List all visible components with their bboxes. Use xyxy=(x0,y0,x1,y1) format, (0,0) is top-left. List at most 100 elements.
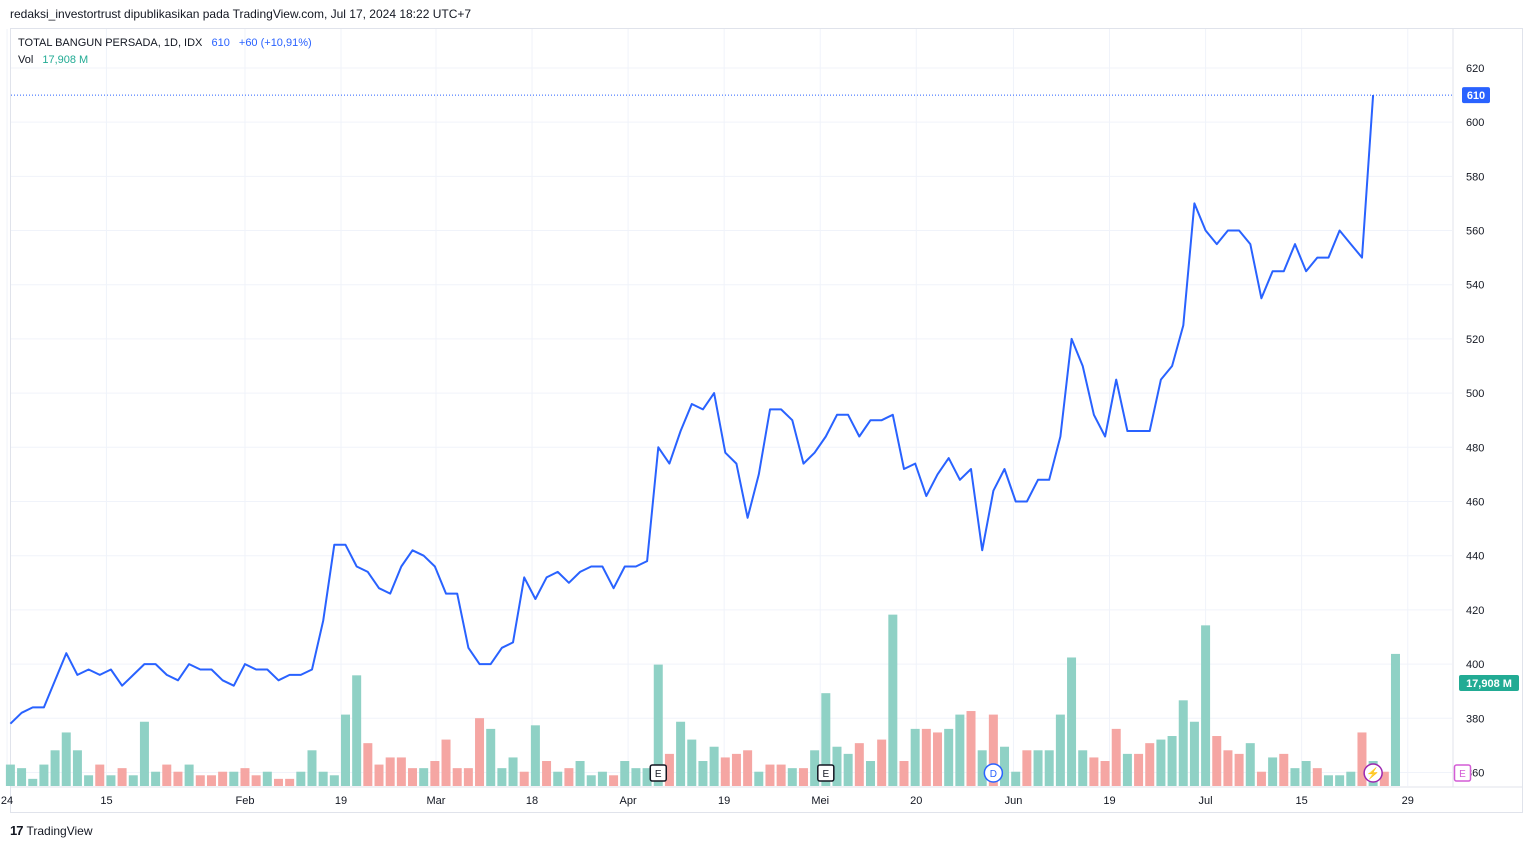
split-marker-label: ⚡ xyxy=(1366,767,1380,780)
volume-bar xyxy=(754,771,764,786)
x-tick-label: 29 xyxy=(1402,795,1414,807)
volume-bar xyxy=(1111,728,1121,786)
x-tick-label: Jun xyxy=(1005,795,1023,807)
volume-bar xyxy=(1312,768,1322,786)
volume-bar xyxy=(564,768,574,786)
x-tick-label: 15 xyxy=(1296,795,1308,807)
volume-bar xyxy=(776,764,786,786)
x-tick-label: 19 xyxy=(718,795,730,807)
volume-bar xyxy=(765,764,775,786)
tradingview-brand-text: TradingView xyxy=(26,823,93,838)
volume-bar xyxy=(1178,700,1188,786)
volume-bar xyxy=(5,764,15,786)
price-change-value: +60 (+10,91%) xyxy=(238,37,312,49)
volume-bar xyxy=(1067,657,1077,786)
volume-badge xyxy=(1459,675,1519,691)
volume-bar xyxy=(1033,750,1043,786)
volume-bar xyxy=(1346,771,1356,786)
last-price-value: 610 xyxy=(211,37,230,49)
volume-label[interactable]: Vol xyxy=(18,54,34,66)
volume-bar xyxy=(251,775,261,786)
volume-bar xyxy=(664,753,674,786)
volume-bar xyxy=(307,750,317,786)
volume-bar xyxy=(229,771,239,786)
volume-bar xyxy=(709,746,719,786)
y-tick-label: 380 xyxy=(1466,713,1484,725)
volume-bar xyxy=(821,693,831,786)
volume-bar xyxy=(597,771,607,786)
volume-bar xyxy=(1212,736,1222,786)
volume-bar xyxy=(921,728,931,786)
split-icon xyxy=(1363,763,1383,783)
y-tick-label: 520 xyxy=(1466,334,1484,346)
y-tick-label: 440 xyxy=(1466,551,1484,563)
volume-bar xyxy=(1189,721,1199,786)
volume-bar xyxy=(1268,757,1278,786)
volume-bar xyxy=(106,775,116,786)
volume-bar xyxy=(1011,771,1021,786)
volume-bar xyxy=(95,764,105,786)
volume-bar xyxy=(139,721,149,786)
volume-bar xyxy=(162,764,172,786)
volume-bar xyxy=(374,764,384,786)
volume-bar xyxy=(955,714,965,786)
volume-bar xyxy=(408,768,418,786)
volume-bar xyxy=(1022,750,1032,786)
y-tick-label: 620 xyxy=(1466,63,1484,75)
last-price-badge xyxy=(1462,87,1490,104)
volume-bar xyxy=(1323,775,1333,786)
volume-bar xyxy=(910,728,920,786)
volume-bar xyxy=(184,764,194,786)
x-tick-label: Apr xyxy=(620,795,637,807)
y-tick-label: 420 xyxy=(1466,605,1484,617)
volume-bar xyxy=(1122,753,1132,786)
x-tick-label: Jul xyxy=(1199,795,1213,807)
volume-bar xyxy=(865,761,875,786)
volume-bar xyxy=(1167,736,1177,786)
volume-bar xyxy=(463,768,473,786)
volume-bar xyxy=(944,728,954,786)
volume-bar xyxy=(84,775,94,786)
volume-bar xyxy=(1201,625,1211,786)
y-tick-label: 460 xyxy=(1466,496,1484,508)
volume-bar xyxy=(273,778,283,786)
volume-bar xyxy=(609,775,619,786)
volume-bar xyxy=(352,675,362,786)
symbol-label[interactable]: TOTAL BANGUN PERSADA, 1D, IDX xyxy=(18,37,203,49)
volume-bar xyxy=(1055,714,1065,786)
volume-bar xyxy=(497,768,507,786)
published-by-text: redaksi_investortrust dipublikasikan pad… xyxy=(10,7,472,21)
volume-bar xyxy=(698,761,708,786)
y-tick-label: 600 xyxy=(1466,117,1484,129)
y-tick-label: 500 xyxy=(1466,388,1484,400)
volume-bar xyxy=(530,725,540,786)
volume-bar xyxy=(1000,746,1010,786)
volume-bar xyxy=(1301,761,1311,786)
volume-bar xyxy=(128,775,138,786)
x-tick-label: Mei xyxy=(811,795,829,807)
volume-bar xyxy=(396,757,406,786)
x-tick-label: 18 xyxy=(526,795,538,807)
tradingview-logo-icon: 17 xyxy=(10,823,24,838)
volume-bar xyxy=(720,757,730,786)
volume-badge-label: 17,908 M xyxy=(1466,678,1512,690)
volume-bar xyxy=(1234,753,1244,786)
future-earnings-marker-label: E xyxy=(1459,769,1466,780)
volume-bar xyxy=(687,739,697,786)
volume-bar xyxy=(329,775,339,786)
volume-bar xyxy=(363,743,373,786)
volume-bar xyxy=(787,768,797,786)
y-tick-label: 480 xyxy=(1466,442,1484,454)
volume-bar xyxy=(419,768,429,786)
volume-bar xyxy=(285,778,295,786)
footer-brand[interactable]: 17 TradingView xyxy=(10,823,93,838)
y-tick-label: 560 xyxy=(1466,226,1484,238)
last-price-badge-label: 610 xyxy=(1467,90,1485,102)
x-tick-label: 19 xyxy=(1103,795,1115,807)
x-tick-label: Mar xyxy=(427,795,446,807)
volume-bar xyxy=(1089,757,1099,786)
volume-bar xyxy=(1335,775,1345,786)
volume-bar xyxy=(61,732,71,786)
earnings-icon xyxy=(817,764,835,782)
